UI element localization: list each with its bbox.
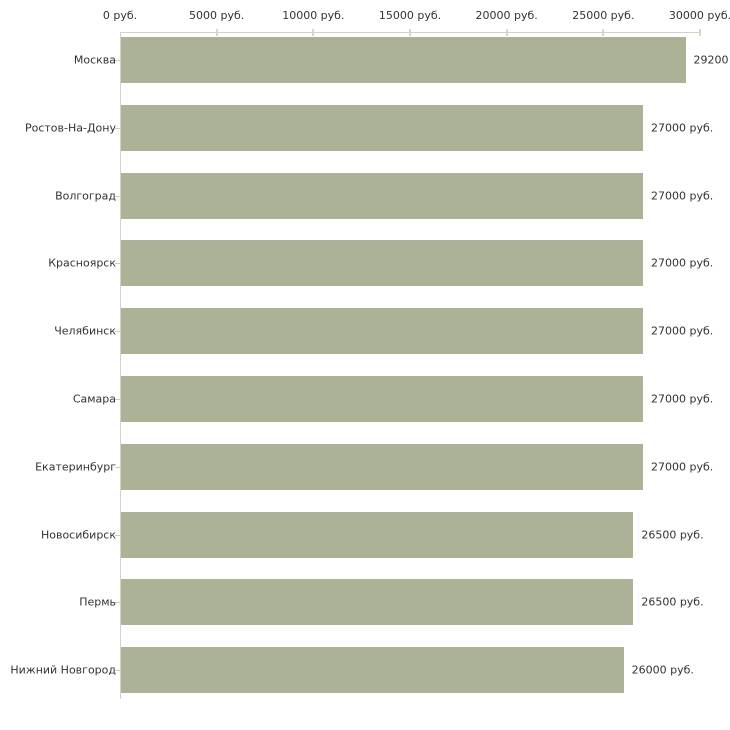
value-label: 26500 руб. — [641, 528, 704, 542]
bar-7 — [121, 443, 643, 490]
y-axis-tick-mark — [115, 399, 120, 400]
value-label: 27000 руб. — [651, 392, 714, 406]
y-axis-tick-mark — [115, 467, 120, 468]
value-label: 26500 руб. — [641, 595, 704, 609]
value-label: 27000 руб. — [651, 256, 714, 270]
x-axis-tick-label: 30000 руб. — [668, 9, 730, 22]
x-axis-tick-mark — [312, 29, 315, 36]
category-label: Ростов-На-Дону — [24, 121, 116, 135]
value-label: 27000 руб. — [651, 121, 714, 135]
category-label: Екатеринбург — [35, 460, 116, 474]
bar-9 — [121, 579, 634, 626]
value-label: 26000 руб. — [631, 663, 694, 677]
x-axis-tick-mark — [699, 29, 701, 36]
bar-3 — [121, 172, 643, 219]
x-axis-tick-label: 0 руб. — [102, 9, 138, 22]
y-axis-tick-mark — [115, 331, 120, 332]
category-label: Самара — [72, 392, 116, 406]
bar-5 — [121, 308, 643, 355]
x-axis-tick-label: 5000 руб. — [189, 9, 245, 22]
bar-4 — [121, 240, 643, 287]
y-axis-tick-mark — [115, 128, 120, 129]
bar-8 — [121, 511, 634, 558]
x-axis-tick-label: 15000 руб. — [378, 9, 442, 22]
bar-1 — [121, 37, 686, 83]
x-axis-tick-label: 10000 руб. — [282, 9, 345, 22]
x-axis-tick-mark — [215, 29, 218, 36]
y-axis-tick-mark — [115, 60, 120, 61]
bar-6 — [121, 376, 643, 422]
category-label: Пермь — [79, 595, 116, 609]
category-label: Волгоград — [55, 189, 116, 203]
y-axis-tick-mark — [115, 196, 120, 197]
x-axis-tick-label: 20000 руб. — [475, 9, 538, 22]
x-axis-tick-mark — [409, 29, 411, 36]
y-axis-line — [120, 32, 121, 699]
value-label: 29200 руб. — [693, 53, 730, 67]
x-axis-tick-label: 25000 руб. — [572, 9, 635, 22]
y-axis-tick-mark — [115, 263, 120, 264]
y-axis-tick-mark — [115, 670, 120, 671]
value-label: 27000 руб. — [651, 189, 714, 203]
category-label: Новосибирск — [40, 528, 116, 542]
category-label: Красноярск — [48, 256, 116, 270]
value-label: 27000 руб. — [651, 324, 714, 338]
x-axis-tick-mark — [505, 29, 508, 36]
x-axis-tick-mark — [602, 29, 605, 36]
category-label: Москва — [73, 53, 116, 67]
category-label: Челябинск — [54, 324, 116, 338]
category-label: Нижний Новгород — [10, 663, 116, 677]
bar-10 — [121, 647, 624, 694]
y-axis-tick-mark — [115, 535, 120, 536]
bar-2 — [121, 104, 643, 151]
y-axis-tick-mark — [115, 602, 120, 603]
value-label: 27000 руб. — [651, 460, 714, 474]
